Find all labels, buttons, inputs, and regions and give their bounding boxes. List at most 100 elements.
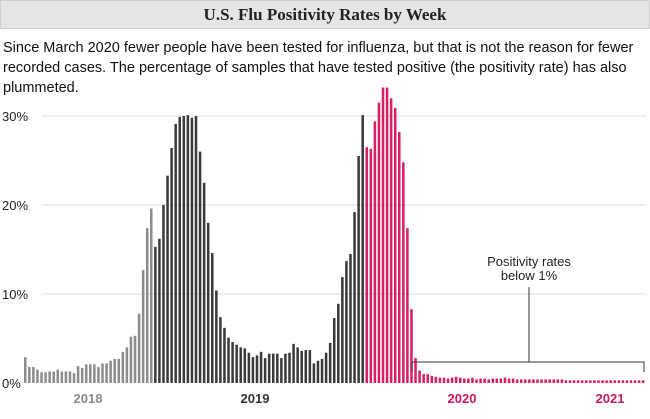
bar [345, 261, 348, 383]
bar [422, 374, 425, 383]
bar [68, 371, 72, 383]
bar [133, 335, 137, 383]
bar [536, 379, 539, 383]
bar [186, 115, 190, 384]
bar [121, 351, 125, 383]
bar [544, 379, 547, 383]
bar [72, 373, 76, 383]
bar [263, 358, 267, 383]
bar [365, 147, 369, 383]
bar [296, 347, 299, 383]
y-tick-label: 0% [2, 376, 21, 391]
y-tick-label: 10% [2, 287, 28, 302]
bar [109, 360, 112, 383]
bar [137, 313, 141, 383]
bar [560, 379, 564, 383]
bar [483, 378, 486, 383]
bar [361, 115, 364, 384]
bar [271, 353, 275, 383]
bar [97, 366, 100, 383]
bar [80, 367, 84, 383]
bar [44, 372, 47, 383]
bar [597, 380, 600, 383]
bar [353, 212, 356, 383]
bar [117, 358, 121, 383]
bar [369, 148, 373, 383]
bar [40, 372, 43, 383]
bar [491, 378, 495, 383]
bar [255, 355, 259, 383]
bar [601, 380, 604, 383]
bar [629, 380, 633, 383]
bar [552, 379, 556, 383]
bar [28, 366, 31, 383]
bar [576, 380, 580, 383]
bar [219, 317, 222, 383]
bar [154, 246, 157, 383]
bar [190, 117, 194, 383]
bar [540, 379, 543, 383]
bar [316, 360, 320, 383]
bar [194, 116, 198, 383]
bar [105, 363, 108, 383]
bar [511, 378, 515, 383]
bar [60, 371, 64, 383]
bar [292, 343, 295, 383]
x-year-label: 2021 [596, 391, 625, 406]
bar [377, 102, 381, 384]
bar [519, 379, 523, 383]
bar [532, 379, 535, 383]
bar [528, 379, 531, 383]
bar [556, 379, 560, 383]
bar [548, 379, 551, 383]
bar [235, 344, 238, 383]
chart-subtitle: Since March 2020 fewer people have been … [3, 40, 634, 96]
bar [337, 303, 340, 383]
x-year-label: 2018 [74, 391, 103, 406]
bar [507, 378, 511, 383]
bar [381, 87, 385, 384]
bar [202, 182, 206, 383]
bar [621, 380, 625, 383]
bar [564, 380, 568, 383]
bar [515, 379, 519, 383]
bar [206, 222, 210, 383]
bar [617, 380, 621, 383]
bar [239, 347, 242, 383]
x-year-label: 2020 [448, 391, 477, 406]
bar [357, 156, 360, 383]
bar [145, 228, 149, 383]
bar [150, 208, 153, 383]
bar [450, 377, 454, 383]
bar [158, 238, 161, 383]
bar [605, 380, 608, 383]
bar [52, 371, 55, 383]
bar [589, 380, 592, 383]
annotation: Positivity rates below 1% [411, 254, 645, 372]
bar [341, 277, 344, 383]
bar [178, 116, 181, 383]
bar [76, 366, 80, 383]
bar [32, 366, 35, 383]
bar [48, 371, 51, 383]
bar [373, 121, 377, 383]
bar [406, 228, 409, 383]
bar [426, 374, 429, 383]
bar [414, 358, 417, 383]
bar [393, 107, 397, 384]
bar [633, 380, 637, 383]
bar [64, 371, 68, 383]
bar [231, 342, 234, 383]
bar [580, 380, 584, 383]
bar [166, 175, 169, 383]
bar [198, 151, 202, 383]
chart-title-bar: U.S. Flu Positivity Rates by Week [0, 0, 650, 29]
bar [113, 358, 116, 383]
bar [174, 124, 177, 383]
bar [251, 357, 255, 383]
annotation-line1: Positivity rates [487, 254, 571, 269]
bar [24, 357, 27, 383]
bar [442, 377, 446, 383]
bar [446, 378, 450, 383]
bar [454, 376, 458, 383]
